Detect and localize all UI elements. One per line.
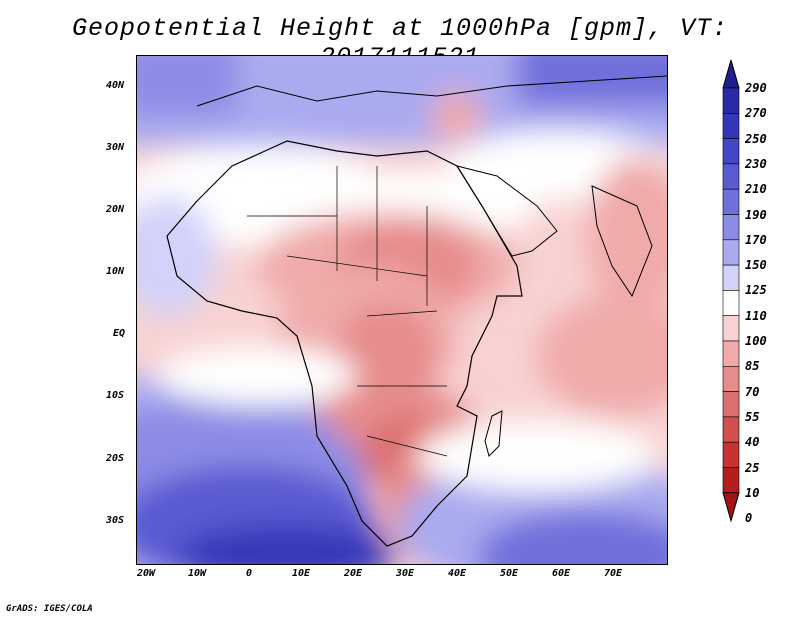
colorbar-segment (722, 416, 740, 443)
colorbar-segment (722, 214, 740, 241)
colorbar-level-label: 210 (745, 182, 767, 197)
colorbar-level-label: 170 (745, 232, 767, 247)
lat-label: EQ (113, 328, 126, 339)
colorbar-level-label: 85 (745, 359, 760, 374)
colorbar-segment (722, 87, 740, 114)
lat-label: 20S (106, 453, 125, 464)
colorbar-level-label: 270 (745, 106, 767, 121)
lon-label: 10E (291, 568, 311, 579)
colorbar-segment (722, 340, 740, 367)
lon-label: 40E (447, 568, 467, 579)
lon-label: 60E (551, 568, 571, 579)
colorbar-level-label: 250 (745, 131, 767, 146)
colorbar (722, 60, 740, 523)
lon-label: 10W (187, 568, 207, 579)
colorbar-level-label: 10 (745, 485, 760, 500)
madagascar-outline (484, 410, 503, 457)
colorbar-segment (722, 138, 740, 165)
map-plot-area (136, 55, 668, 565)
colorbar-level-label: 70 (745, 384, 760, 399)
lat-label: 30S (106, 515, 125, 526)
colorbar-level-label: 110 (745, 308, 767, 323)
colorbar-segment (722, 188, 740, 215)
colorbar-segment (722, 264, 740, 291)
lat-label: 10S (106, 390, 125, 401)
colorbar-segment (722, 315, 740, 342)
colorbar-level-label: 55 (745, 409, 760, 424)
lat-label: 10N (106, 266, 125, 277)
europe-coastline (196, 75, 667, 107)
colorbar-top-arrow (722, 60, 740, 89)
lat-label: 30N (106, 142, 125, 153)
colorbar-segment (722, 441, 740, 468)
colorbar-level-label: 190 (745, 207, 767, 222)
country-borders (247, 166, 448, 457)
colorbar-segment (722, 239, 740, 266)
lon-label: 70E (603, 568, 623, 579)
colorbar-level-label: 0 (745, 511, 753, 526)
colorbar-segment (722, 467, 740, 494)
colorbar-level-label: 150 (745, 258, 767, 273)
colorbar-segment (722, 163, 740, 190)
grads-credit: GrADS: IGES/COLA (6, 604, 93, 614)
colorbar-segment (722, 391, 740, 418)
colorbar-level-label: 290 (745, 81, 767, 95)
india-outline (591, 185, 653, 298)
lat-label: 40N (106, 80, 125, 91)
colorbar-level-label: 40 (745, 435, 760, 450)
lon-label: 50E (499, 568, 519, 579)
colorbar-segment (722, 112, 740, 139)
colorbar-level-label: 25 (745, 460, 760, 475)
arabia-outline (455, 165, 558, 257)
colorbar-level-label: 125 (745, 283, 767, 298)
colorbar-segment (722, 365, 740, 392)
colorbar-level-label: 100 (745, 334, 767, 348)
colorbar-segment (722, 290, 740, 316)
contour-map (137, 56, 667, 564)
lon-label: 30E (395, 568, 415, 579)
lat-label: 20N (106, 204, 125, 215)
lon-label: 20E (343, 568, 363, 579)
lon-label: 0 (245, 568, 253, 579)
colorbar-level-label: 230 (745, 156, 767, 171)
colorbar-bottom-arrow (722, 492, 740, 523)
lon-label: 20W (136, 568, 156, 579)
africa-coastline (166, 140, 523, 547)
